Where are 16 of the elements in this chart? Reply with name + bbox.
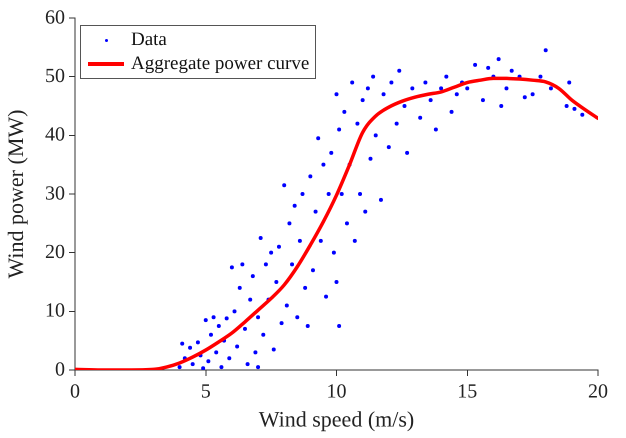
x-tick-label: 15 — [457, 380, 478, 402]
y-tick-label: 50 — [45, 64, 65, 87]
x-tick-label: 10 — [326, 380, 346, 402]
y-tick-label: 20 — [45, 240, 65, 263]
y-tick-label: 60 — [45, 6, 65, 28]
legend-label: Aggregate power curve — [131, 53, 310, 75]
x-tick-label: 5 — [200, 380, 211, 402]
legend-label: Data — [131, 29, 167, 51]
y-tick-label: 40 — [45, 124, 65, 146]
x-tick-label: 20 — [588, 380, 608, 402]
y-tick-label: 10 — [45, 300, 65, 322]
y-axis-title: Wind power (MW) — [2, 110, 28, 278]
x-axis-title: Wind speed (m/s) — [258, 406, 414, 432]
y-tick-label: 30 — [45, 182, 65, 204]
x-tick-label: 0 — [70, 380, 80, 402]
y-tick-label: 0 — [55, 358, 65, 380]
